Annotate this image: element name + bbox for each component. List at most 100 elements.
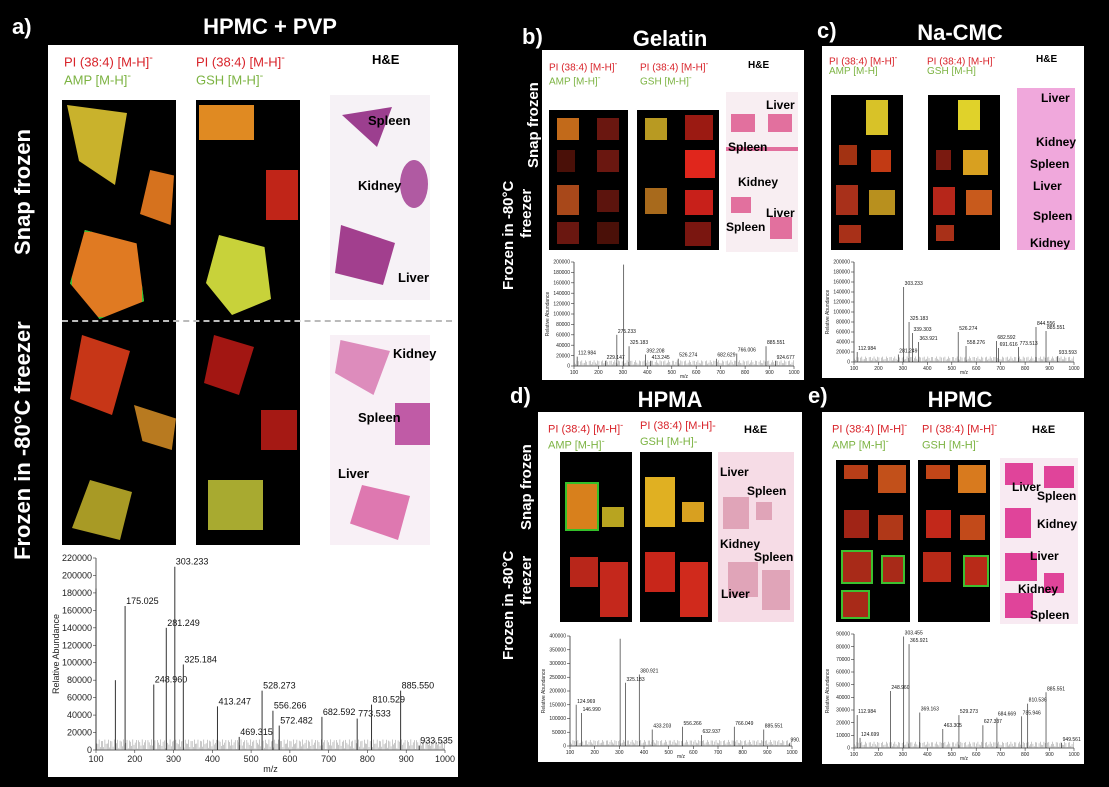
y-tick-label: 0: [847, 360, 850, 366]
organ-label: Spleen: [1030, 608, 1070, 622]
x-tick-label: 900: [765, 370, 774, 376]
y-tick-label: 100000: [62, 658, 92, 668]
he-tissue-shape: [770, 217, 792, 239]
tissue-shape: [602, 507, 624, 527]
y-tick-label: 200000: [62, 570, 92, 580]
peak-label: 558.276: [967, 340, 985, 346]
tissue-shape: [836, 185, 858, 215]
tissue-shape: [869, 190, 895, 215]
peak-label: 325.183: [627, 677, 645, 683]
tissue-shape: [841, 550, 873, 584]
x-tick-label: 600: [282, 754, 297, 764]
panel-b-spectrum: 100 200 300 400 500 600 700 800 900 1000 0 20000 400…: [544, 256, 802, 380]
x-tick-label: 300: [899, 366, 908, 372]
y-tick-label: 70000: [836, 657, 850, 663]
panel-d-title: HPMA: [637, 387, 703, 412]
peak-label: 682.629: [717, 353, 735, 359]
tissue-shape: [878, 515, 903, 540]
peak-label: 572.482: [280, 716, 313, 726]
organ-label: Liver: [1033, 179, 1062, 193]
x-tick-label: 1000: [1068, 752, 1079, 758]
peak-label: 528.273: [263, 681, 296, 691]
spectrum-svg: 100 200 300 400 500 600 700 800 900 1000 0 20000 400…: [545, 260, 800, 380]
x-axis-label: m/z: [960, 756, 969, 762]
y-tick-label: 20000: [836, 350, 850, 356]
tissue-shape: [557, 222, 579, 244]
tissue-shape: [682, 502, 704, 522]
panel-d-side-frozen: Frozen in -80°C: [500, 550, 517, 660]
tissue-shape: [936, 150, 951, 170]
peak-label: 112.984: [858, 709, 876, 715]
y-tick-label: 160000: [833, 280, 850, 286]
panel-b-side-freezer: freezer: [518, 188, 535, 238]
panel-e-amp-label: AMP [M-H]-: [832, 436, 889, 452]
he-tissue-shape: [1005, 553, 1037, 581]
peak-label: 146.990: [583, 707, 601, 713]
y-tick-label: 180000: [833, 270, 850, 276]
x-tick-label: 700: [714, 750, 723, 756]
organ-label: Kidney: [738, 175, 779, 189]
organ-label: Liver: [1030, 549, 1059, 563]
peak-label: 325.183: [910, 316, 928, 322]
panel-a-pi-label-2: PI (38:4) [M-H]-: [196, 52, 285, 70]
tissue-shape: [645, 188, 667, 214]
panel-e-label: e): [808, 383, 828, 408]
panel-a-spectrum: 100 200 300 400 500 600 700 800 900 1000 0 20000 400…: [50, 552, 455, 774]
peak-label: 556.266: [274, 701, 307, 711]
tissue-kidney-frozen-shape: [70, 335, 130, 415]
organ-label: Kidney: [1030, 236, 1071, 250]
peak-label: 682.592: [997, 335, 1015, 341]
peak-label: 369.163: [921, 707, 939, 713]
panel-c-pi-label-2: PI (38:4) [M-H]-: [927, 52, 996, 68]
x-tick-label: 600: [689, 750, 698, 756]
panel-e-title: HPMC: [927, 387, 993, 412]
peak-label: 112.984: [858, 346, 876, 352]
x-tick-label: 600: [972, 752, 981, 758]
panel-a-title: HPMC + PVP: [203, 14, 337, 39]
he-tissue-shape: [1005, 593, 1033, 618]
tissue-shape: [936, 225, 954, 241]
tissue-shape: [685, 115, 713, 140]
he-tissue-shape: [731, 114, 755, 132]
x-tick-label: 500: [664, 750, 673, 756]
panel-a-label: a): [12, 14, 32, 39]
peak-label: 392.208: [646, 349, 664, 355]
tissue-spleen-frozen-shape: [261, 410, 297, 450]
peak-label: 413.247: [218, 696, 251, 706]
x-tick-label: 100: [850, 366, 859, 372]
y-tick-label: 140000: [553, 291, 570, 297]
peak-label: 229.147: [607, 355, 625, 361]
y-tick-label: 300000: [549, 661, 566, 667]
y-tick-label: 0: [847, 746, 850, 752]
x-tick-label: 100: [88, 754, 103, 764]
x-tick-label: 300: [619, 370, 628, 376]
x-tick-label: 400: [643, 370, 652, 376]
y-tick-label: 20000: [556, 353, 570, 359]
panel-a-amp-label: AMP [M-H]-: [64, 70, 131, 88]
tissue-shape: [878, 465, 906, 493]
x-tick-label: 200: [874, 752, 883, 758]
x-tick-label: 100: [850, 752, 859, 758]
y-tick-label: 200000: [549, 689, 566, 695]
tissue-shape: [597, 150, 619, 172]
x-axis-label: m/z: [677, 754, 686, 760]
panel-e-gsh-image: [918, 460, 990, 622]
spectrum-svg: 100 200 300 400 500 600 700 800 900 1000 0 50000 100…: [541, 634, 800, 760]
tissue-spleen-frozen-shape: [134, 405, 176, 450]
y-tick-label: 80000: [836, 644, 850, 650]
panel-c-spectrum: 100 200 300 400 500 600 700 800 900 1000 0 20000 400…: [824, 256, 1082, 376]
tissue-shape: [960, 515, 985, 540]
organ-label: Kidney: [720, 537, 761, 551]
y-tick-label: 60000: [836, 670, 850, 676]
panel-e-pi-label-2: PI (38:4) [M-H]-: [922, 420, 998, 436]
panel-d-amp-label: AMP [M-H]-: [548, 436, 605, 452]
peak-label: 885.551: [1047, 686, 1065, 692]
peak-label: 773.533: [358, 709, 391, 719]
x-tick-label: 100: [566, 750, 575, 756]
x-tick-label: 800: [1021, 366, 1030, 372]
organ-label: Liver: [338, 466, 370, 481]
panel-a-pi-label-1: PI (38:4) [M-H]-: [64, 52, 153, 70]
x-tick-label: 400: [923, 366, 932, 372]
x-tick-label: 200: [127, 754, 142, 764]
x-tick-label: 700: [321, 754, 336, 764]
